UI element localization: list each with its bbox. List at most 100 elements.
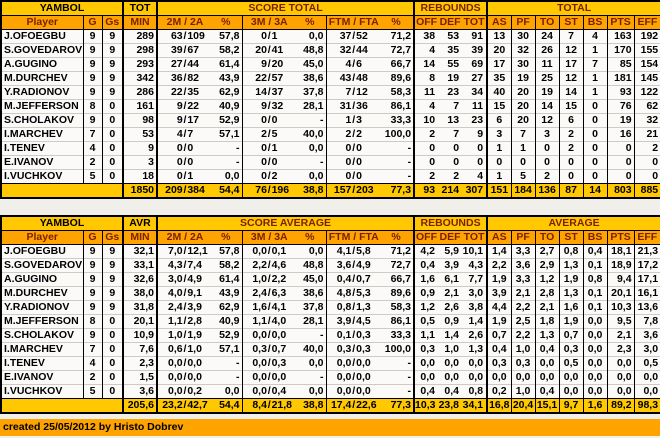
two-point-made-attempted-attempted: 9,1 (187, 287, 202, 300)
minutes: 33,1 (122, 258, 157, 273)
rebounds-defensive: 35 (438, 43, 463, 58)
three-point-made-attempted-attempted: 0,3 (271, 357, 287, 370)
two-point-made-attempted-attempted: 3,9 (187, 301, 202, 314)
total-three-point-made-attempted-attempted: 196 (271, 184, 290, 196)
games-started: 9 (101, 57, 123, 72)
rebounds-defensive: 5,9 (438, 244, 463, 259)
two-point-made-attempted-attempted: 44 (187, 58, 200, 71)
games-started: 0 (101, 127, 123, 142)
two-point-made-attempted-made: 9 (176, 114, 183, 127)
three-point-pct: 48,8 (296, 258, 326, 273)
games: 9 (82, 71, 102, 86)
rebounds-offensive: 10 (413, 113, 439, 128)
assists: 35 (486, 71, 512, 86)
rebounds-total: 69 (462, 57, 488, 72)
slash-separator: / (267, 273, 271, 286)
games: 4 (82, 356, 102, 371)
slash-separator: / (267, 86, 271, 99)
slash-separator: / (267, 357, 271, 370)
two-point-made-attempted-made: 36 (170, 72, 183, 85)
free-throw-made-attempted-made: 0,3 (336, 343, 352, 356)
player-row: S.GOVEDAROV 9 9 298 39/67 58,2 20/41 48,8 32/44 7… (0, 43, 660, 58)
free-throw-made-attempted: 0,0/0,0 (325, 370, 381, 385)
games-started: 0 (101, 169, 123, 184)
assists: 40 (486, 85, 512, 100)
total-rebounds-total: 34,1 (462, 398, 488, 413)
turnovers: 2 (534, 169, 560, 184)
column-header--: % (381, 230, 415, 245)
steals: 1,9 (558, 314, 584, 329)
player-name: A.GUGINO (0, 272, 83, 287)
minutes: 289 (122, 29, 157, 44)
two-point-made-attempted-made: 0,0 (168, 385, 183, 398)
games: 4 (82, 141, 102, 156)
rebounds-offensive: 0,0 (413, 370, 439, 385)
steals: 15 (558, 99, 584, 114)
column-header-st: ST (558, 230, 584, 245)
two-point-made-attempted: 3,0/4,9 (156, 272, 212, 287)
two-point-made-attempted: 22/35 (156, 85, 212, 100)
free-throw-made-attempted-made: 4 (345, 58, 352, 71)
assists: 4,4 (486, 300, 512, 315)
three-point-made-attempted: 0,0/0,1 (241, 244, 296, 259)
efficiency: 0,5 (633, 356, 660, 371)
two-point-pct: - (212, 155, 242, 170)
free-throw-made-attempted: 1/3 (325, 113, 381, 128)
games-started: 9 (101, 272, 123, 287)
slash-separator: / (267, 385, 271, 398)
column-header-min: MIN (122, 15, 157, 30)
rebounds-total: 0,8 (462, 384, 488, 399)
free-throw-made-attempted-made: 3,9 (336, 315, 352, 328)
two-point-made-attempted-attempted: 1,0 (187, 343, 202, 356)
three-point-made-attempted-attempted: 0,7 (271, 343, 287, 356)
three-point-made-attempted: 0/0 (241, 155, 296, 170)
points: 20,1 (606, 286, 635, 301)
rebounds-offensive: 4 (413, 43, 439, 58)
totals-row: 1850 209/384 54,4 76/196 38,8 157/203 77,3 93 21… (0, 183, 660, 198)
games: 9 (82, 258, 102, 273)
total-rebounds-defensive: 23,8 (438, 398, 463, 413)
games: 9 (82, 328, 102, 343)
two-point-pct: 62,9 (212, 85, 242, 100)
free-throw-made-attempted-attempted: 4,5 (356, 315, 371, 328)
player-name: I.TENEV (0, 141, 83, 156)
two-point-made-attempted: 0/1 (156, 169, 212, 184)
total-personal-fouls: 20,4 (510, 398, 536, 413)
two-point-made-attempted: 2,4/3,9 (156, 300, 212, 315)
totals-row: 205,6 23,2/42,7 54,4 8,4/21,8 38,8 17,4/22,6 7… (0, 398, 660, 413)
player-row: Y.RADIONOV 9 9 31,8 2,4/3,9 62,9 1,6/4,1 37,8 0,… (0, 300, 660, 315)
player-row: S.CHOLAKOV 9 0 98 9/17 52,9 0/0-1/3 33,3 10 13 23 6… (0, 113, 660, 128)
points: 85 (606, 57, 635, 72)
player-row: A.GUGINO 9 9 293 27/44 61,4 9/20 45,0 4/6 66,7 14 5… (0, 57, 660, 72)
efficiency: 0 (633, 155, 660, 170)
steals: 0 (558, 155, 584, 170)
three-point-made-attempted-made: 0,0 (252, 329, 267, 342)
three-point-made-attempted: 9/32 (241, 99, 296, 114)
minutes: 31,8 (122, 300, 157, 315)
two-point-made-attempted-made: 63 (170, 30, 183, 43)
three-point-pct: 0,0 (296, 244, 326, 259)
two-point-made-attempted-attempted: 1 (187, 170, 194, 183)
slash-separator: / (352, 259, 356, 272)
rebounds-offensive: 4 (413, 99, 439, 114)
points: 76 (606, 99, 635, 114)
three-point-made-attempted-made: 1,6 (252, 301, 267, 314)
rebounds-total: 91 (462, 29, 488, 44)
total-turnovers: 15,1 (534, 398, 560, 413)
three-point-made-attempted-attempted: 1 (271, 30, 278, 43)
rebounds-total: 0,0 (462, 356, 488, 371)
total-three-point-made-attempted: 76/196 (241, 183, 296, 198)
slash-separator: / (267, 100, 271, 113)
three-point-made-attempted: 1,6/4,1 (241, 300, 296, 315)
two-point-pct: 43,9 (212, 286, 242, 301)
player-row: A.GUGINO 9 9 32,6 3,0/4,9 61,4 1,0/2,2 45,0 0,4/… (0, 272, 660, 287)
player-name: E.IVANOV (0, 370, 83, 385)
slash-separator: / (267, 114, 271, 127)
rebounds-total: 39 (462, 43, 488, 58)
group-header-score: SCORE AVERAGE (155, 216, 415, 231)
three-point-pct: 0,0 (296, 356, 326, 371)
free-throw-pct: - (381, 169, 415, 184)
rebounds-total: 4,3 (462, 258, 488, 273)
slash-separator: / (183, 86, 187, 99)
steals: 0 (558, 169, 584, 184)
